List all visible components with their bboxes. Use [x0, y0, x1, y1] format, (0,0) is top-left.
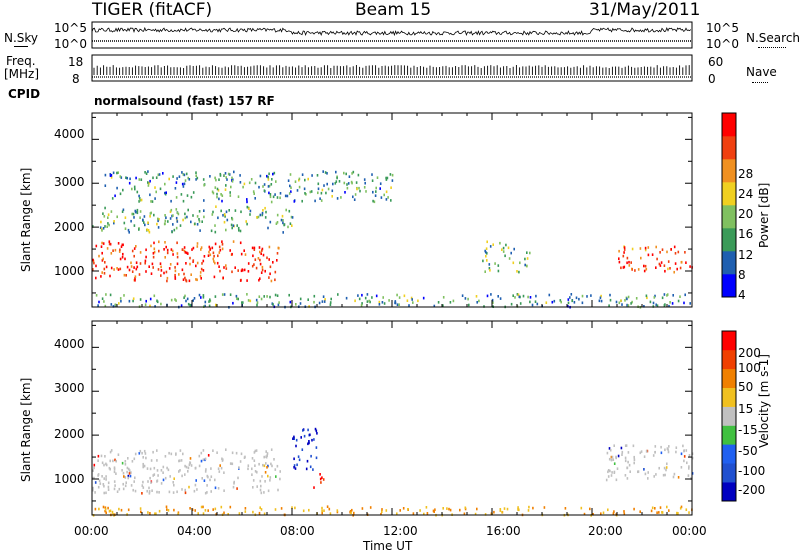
power-ytick-1000: 1000	[54, 264, 85, 278]
power-ytick-3000: 3000	[54, 175, 85, 189]
velocity-colorbar-swatch	[722, 349, 736, 370]
power-colorbar-swatch	[722, 182, 736, 206]
power-colorbar-swatch	[722, 113, 736, 137]
xtick-4: 16:00	[486, 524, 521, 538]
velocity-ytick-2000: 2000	[54, 427, 85, 441]
beam-title: Beam 15	[355, 0, 432, 20]
velocity-ytick-4000: 4000	[54, 337, 85, 351]
power-ytick-4000: 4000	[54, 127, 85, 141]
nave-tick-top: 60	[708, 55, 724, 69]
velocity-ytick-3000: 3000	[54, 381, 85, 395]
velocity-cbar-tick-1: 100	[738, 361, 761, 375]
xtick-1: 04:00	[177, 524, 212, 538]
freq-unit: [MHz]	[4, 67, 40, 81]
nsky-underline	[14, 46, 28, 47]
power-heatmap-cells	[92, 170, 693, 309]
nsearch-tick-top: 10^5	[706, 21, 739, 35]
nave-tick-bottom: 0	[708, 72, 716, 86]
velocity-colorbar-swatch	[722, 463, 736, 483]
velocity-colorbar-swatch	[722, 331, 736, 351]
power-colorbar-frame	[721, 112, 737, 298]
velocity-heatmap-cells	[92, 427, 694, 517]
power-colorbar-swatch	[722, 159, 736, 183]
radar-title: TIGER (fitACF)	[92, 0, 213, 20]
velocity-cbar-tick-7: -200	[738, 483, 766, 497]
velocity-cbar-tick-4: -15	[738, 423, 758, 437]
cpid-value: normalsound (fast) 157 RF	[94, 94, 275, 108]
velocity-colorbar-swatch	[722, 406, 736, 426]
power-cbar-tick-2: 20	[738, 207, 754, 221]
velocity-cbar-tick-5: -50	[738, 444, 758, 458]
nsky-tick-bottom: 10^0	[54, 37, 87, 51]
nave-label: Nave	[746, 65, 777, 79]
velocity-cbar-tick-2: 50	[738, 380, 754, 394]
power-colorbar-swatch	[722, 205, 736, 229]
velocity-cbar-tick-0: 200	[738, 346, 761, 360]
freq-trace	[93, 65, 690, 75]
date-title: 31/May/2011	[589, 0, 701, 20]
velocity-colorbar-swatch	[722, 425, 736, 445]
power-cbar-tick-5: 8	[738, 268, 746, 282]
xtick-5: 20:00	[588, 524, 623, 538]
velocity-cbar-tick-6: -100	[738, 464, 766, 478]
xtick-3: 12:00	[383, 524, 418, 538]
power-cbar-tick-3: 16	[738, 227, 754, 241]
velocity-colorbar-swatch	[722, 368, 736, 388]
power-colorbar-swatch	[722, 228, 736, 252]
xlabel: Time UT	[363, 539, 413, 553]
power-panel-frame	[91, 112, 693, 308]
xtick-2: 08:00	[280, 524, 315, 538]
nsky-trace	[91, 26, 692, 37]
velocity-ytick-1000: 1000	[54, 472, 85, 486]
nsearch-dots	[758, 47, 786, 48]
power-ytick-2000: 2000	[54, 220, 85, 234]
power-cbar-tick-1: 24	[738, 187, 754, 201]
power-colorbar-swatch	[722, 251, 736, 275]
power-cbar-tick-0: 28	[738, 167, 754, 181]
xtick-6: 00:00	[672, 524, 707, 538]
nsky-panel-frame	[91, 21, 693, 49]
power-colorbar-swatch	[722, 136, 736, 160]
velocity-colorbar-swatch	[722, 387, 736, 407]
freq-label: Freq.	[6, 54, 36, 68]
velocity-colorbar-frame	[721, 330, 737, 502]
nsky-tick-top: 10^5	[54, 21, 87, 35]
xtick-0: 00:00	[74, 524, 109, 538]
velocity-colorbar-swatch	[722, 482, 736, 502]
nave-dots	[752, 82, 768, 83]
velocity-colorbar-swatch	[722, 444, 736, 464]
nsearch-tick-bottom: 10^0	[706, 37, 739, 51]
nsearch-label: N.Search	[746, 31, 800, 45]
power-colorbar-swatch	[722, 274, 736, 298]
cpid-label: CPID	[8, 87, 41, 101]
power-cbar-tick-6: 4	[738, 288, 746, 302]
velocity-panel-frame	[91, 320, 693, 516]
power-cbar-tick-4: 12	[738, 248, 754, 262]
velocity-cbar-tick-3: 15	[738, 402, 754, 416]
freq-tick-top: 18	[68, 55, 84, 69]
freq-panel-frame	[91, 54, 693, 82]
nsky-label: N.Sky	[4, 31, 39, 45]
freq-tick-bottom: 8	[72, 72, 80, 86]
